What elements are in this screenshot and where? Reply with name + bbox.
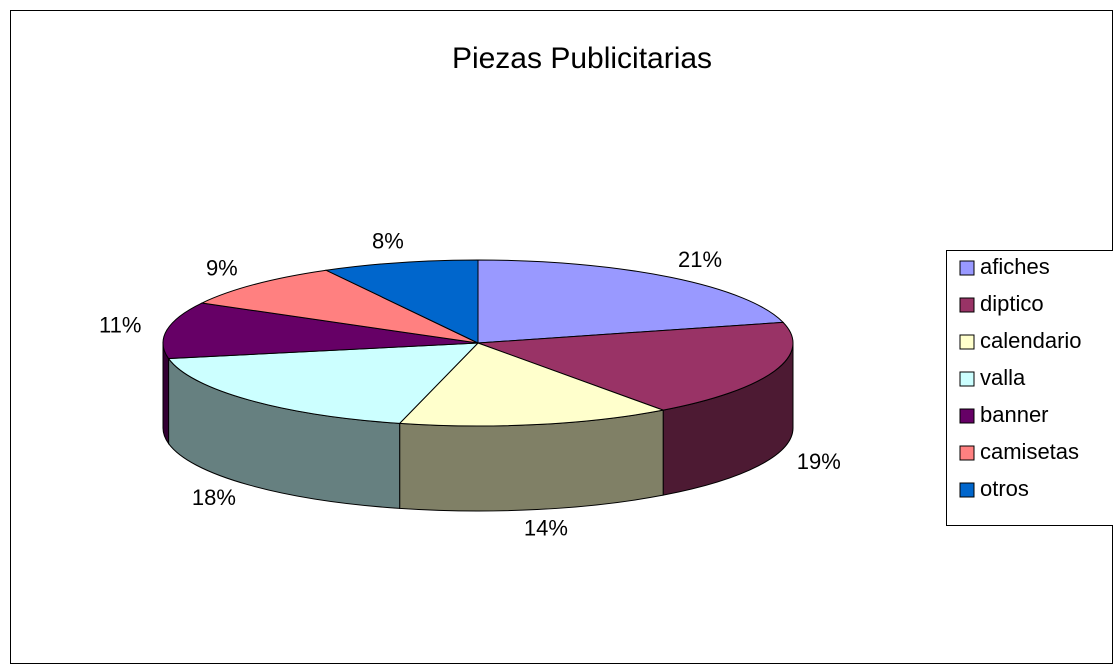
value-label: 9% [206, 255, 238, 280]
legend-swatch [959, 334, 975, 350]
legend-label: banner [980, 402, 1049, 427]
value-labels: 21% 19% 14% 18% 11% 9% 8% [99, 228, 841, 540]
value-label: 19% [797, 449, 841, 474]
slice [477, 259, 785, 344]
value-label: 11% [99, 313, 141, 338]
value-label: 8% [372, 228, 404, 253]
legend-swatch [959, 482, 975, 498]
slice [162, 302, 479, 360]
legend-label: valla [980, 365, 1026, 390]
slice [324, 259, 479, 344]
legend-label: diptico [980, 291, 1044, 316]
slice [398, 342, 666, 427]
chart-title: Piezas Publicitarias [452, 42, 712, 75]
legend-swatch [959, 297, 975, 313]
slice [477, 321, 794, 411]
slice [167, 342, 480, 424]
legend-label: otros [980, 476, 1029, 501]
value-label: 18% [192, 485, 236, 510]
value-label: 21% [678, 247, 722, 272]
value-label: 14% [524, 516, 568, 541]
legend-label: afiches [980, 254, 1050, 279]
legend-label: camisetas [980, 439, 1079, 464]
legend-label: calendario [980, 328, 1082, 353]
legend-swatch [959, 371, 975, 387]
legend: afiches diptico calendario valla banner camis… [946, 250, 1113, 526]
pie [162, 259, 794, 512]
legend-box [946, 250, 1113, 526]
legend-swatch [959, 260, 975, 276]
legend-swatch [959, 408, 975, 424]
legend-swatch [959, 445, 975, 461]
slice [200, 269, 479, 344]
